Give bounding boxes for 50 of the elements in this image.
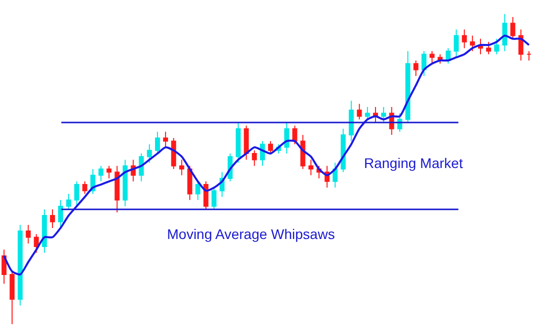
candlestick	[348, 100, 354, 142]
candlestick	[356, 103, 362, 120]
candlestick	[405, 50, 410, 123]
candlestick	[381, 106, 386, 123]
candlestick	[462, 28, 467, 49]
annotation: Ranging Market	[364, 155, 463, 171]
candlestick	[252, 150, 257, 166]
candlestick	[510, 16, 516, 40]
candlestick	[171, 138, 176, 170]
candlestick	[42, 208, 47, 254]
candlestick	[163, 131, 168, 148]
candlestick	[122, 159, 128, 207]
candlestick	[106, 165, 112, 179]
candlestick	[413, 60, 418, 76]
candlestick	[486, 41, 492, 55]
candlestick	[300, 134, 306, 170]
candlestick	[187, 165, 192, 201]
candlestick	[82, 180, 88, 194]
candlestick	[18, 224, 23, 306]
candlestick	[155, 131, 160, 154]
candlestick	[146, 144, 152, 164]
candlestick	[10, 270, 15, 325]
candlestick	[58, 200, 64, 228]
candlestick	[268, 140, 274, 154]
candlestick	[244, 125, 249, 160]
candlestick	[340, 128, 346, 173]
candlestick	[470, 35, 475, 52]
candlestick	[518, 28, 524, 61]
candlestick	[34, 234, 39, 254]
candlestick	[494, 38, 500, 55]
candlestick	[284, 122, 290, 154]
candlestick	[195, 180, 200, 201]
candlestick	[364, 106, 370, 120]
candlestick	[430, 50, 435, 64]
candlestick	[50, 208, 55, 228]
annotation: Moving Average Whipsaws	[167, 226, 335, 242]
candlestick	[114, 165, 120, 213]
candlestick	[422, 50, 426, 76]
candlestick	[66, 193, 72, 210]
candlestick	[26, 224, 31, 244]
candlestick	[308, 159, 314, 176]
candlestick	[179, 159, 184, 176]
candlestick	[212, 187, 216, 210]
candlestick	[203, 180, 208, 210]
candlestick	[98, 165, 104, 182]
candlestick	[526, 50, 532, 61]
candlestick	[454, 28, 459, 58]
candlestick	[74, 180, 80, 207]
candlestick	[236, 122, 241, 164]
candlestick	[332, 162, 338, 188]
